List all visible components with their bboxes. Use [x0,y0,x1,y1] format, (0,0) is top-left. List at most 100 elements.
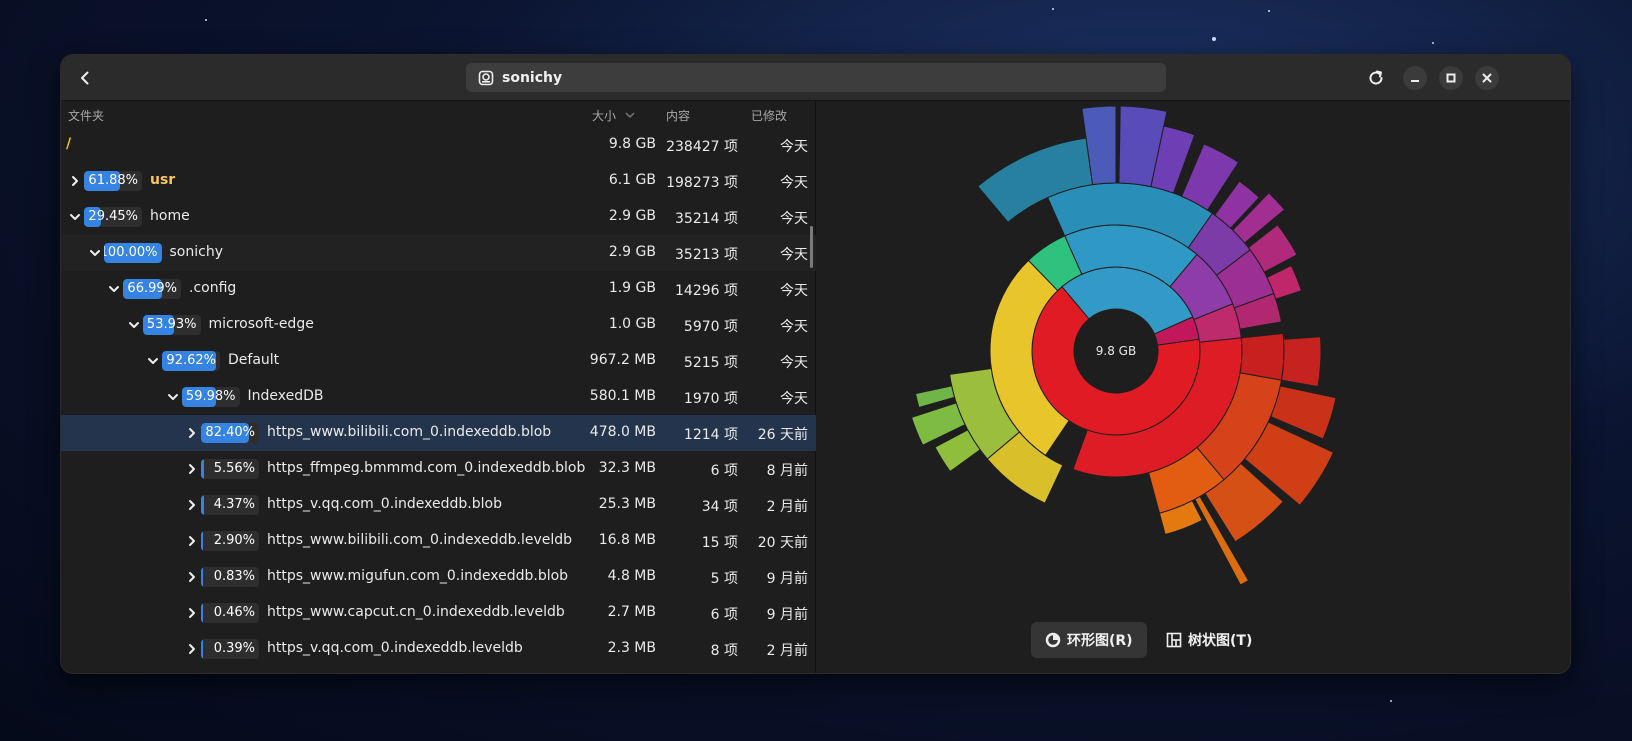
ring-segment[interactable] [1214,180,1260,229]
folder-name: Default [228,352,280,368]
folder-size: 2.3 MB [607,640,656,656]
chevron-right-icon[interactable] [184,497,200,513]
modified-time: 2 月前 [766,499,808,515]
ring-segment[interactable] [1204,462,1284,543]
usage-percent: 4.37% [213,497,255,512]
column-folder[interactable]: 文件夹 [68,109,105,123]
ring-segment[interactable] [1150,125,1196,194]
back-button[interactable] [69,62,101,94]
ring-segment[interactable] [1247,224,1298,273]
usage-bar-fill [201,567,204,587]
usage-bar: 4.37% [201,495,259,515]
usage-percent: 2.90% [213,533,255,548]
folder-size: 32.3 MB [598,460,656,476]
item-count: 238427 项 [666,139,738,155]
chevron-down-icon[interactable] [106,281,122,297]
tree-row[interactable]: 66.99% .config 1.9 GB 14296 项 今天 [61,271,816,307]
modified-time: 20 天前 [757,535,808,551]
tree-row[interactable]: 61.88% usr 6.1 GB 198273 项 今天 [61,163,816,199]
ring-segment[interactable] [1194,495,1250,586]
location-bar[interactable]: sonichy [466,63,1166,92]
item-count: 5970 项 [683,319,738,335]
chevron-down-icon[interactable] [67,209,83,225]
item-count: 1970 项 [683,391,738,407]
star [1052,8,1054,10]
close-button[interactable] [1475,66,1499,90]
usage-bar: 2.90% [201,531,259,551]
maximize-button[interactable] [1439,66,1463,90]
tree-row[interactable]: 82.40% https_www.bilibili.com_0.indexeddb… [61,415,816,451]
tree-row[interactable]: 92.62% Default 967.2 MB 5215 项 今天 [61,343,816,379]
ring-chart-icon [1045,632,1061,648]
tree-row[interactable]: 59.98% IndexedDB 580.1 MB 1970 项 今天 [61,379,816,415]
modified-time: 今天 [780,139,808,155]
ring-segment[interactable] [914,385,956,409]
folder-size: 1.0 GB [608,316,656,332]
ring-segment[interactable] [1180,143,1240,211]
folder-name: / [66,136,72,152]
modified-time: 今天 [780,355,808,371]
ring-segment[interactable] [1158,500,1203,536]
window-title: sonichy [502,69,563,86]
chevron-down-icon[interactable] [126,317,142,333]
folder-name: https_www.capcut.cn_0.indexeddb.leveldb [267,604,565,620]
maximize-icon [1446,73,1456,83]
chevron-right-icon[interactable] [184,605,200,621]
ring-segment[interactable] [1231,192,1286,244]
chevron-right-icon[interactable] [184,533,200,549]
usage-percent: 92.62% [166,353,216,368]
column-modified[interactable]: 已修改 [751,109,788,123]
chevron-right-icon[interactable] [184,641,200,657]
tree-row[interactable]: 4.37% https_v.qq.com_0.indexeddb.blob 25.3… [61,487,816,523]
tree-row[interactable]: 2.90% https_www.bilibili.com_0.indexeddb.… [61,523,816,559]
usage-bar-fill [84,207,102,227]
tree-row[interactable]: 5.56% https_ffmpeg.bmmmd.com_0.indexeddb.… [61,451,816,487]
reload-button[interactable] [1362,64,1390,92]
tree-row[interactable]: 29.45% home 2.9 GB 35214 项 今天 [61,199,816,235]
star [1390,700,1392,702]
item-count: 1214 项 [683,427,738,443]
ring-segment[interactable] [1233,292,1283,330]
ring-segment[interactable] [1266,264,1303,300]
chevron-right-icon[interactable] [67,173,83,189]
chevron-down-icon[interactable] [145,353,161,369]
chevron-down-icon[interactable] [165,389,181,405]
tree-row[interactable]: 0.83% https_www.migufun.com_0.indexeddb.b… [61,559,816,595]
ring-segment[interactable] [910,402,966,446]
chevron-right-icon[interactable] [184,461,200,477]
tree-row[interactable]: 53.93% microsoft-edge 1.0 GB 5970 项 今天 [61,307,816,343]
usage-percent: 100.00% [103,245,158,260]
modified-time: 今天 [780,319,808,335]
minimize-button[interactable] [1403,66,1427,90]
ring-segment[interactable] [1269,385,1337,440]
treemap-button[interactable]: 树状图(T) [1152,622,1266,658]
ring-segment[interactable] [934,429,981,473]
ring-chart-button[interactable]: 环形图(R) [1031,622,1147,658]
chevron-right-icon[interactable] [184,569,200,585]
column-contents[interactable]: 内容 [666,109,691,123]
modified-time: 9 月前 [766,607,808,623]
tree-row[interactable]: 100.00% sonichy 2.9 GB 35213 项 今天 [61,235,816,271]
chevron-right-icon[interactable] [184,425,200,441]
tree-row[interactable]: / 9.8 GB 238427 项 今天 [61,127,816,163]
ring-segment[interactable] [1243,421,1335,506]
usage-bar: 59.98% [181,387,240,407]
item-count: 14296 项 [675,283,738,299]
scrollbar[interactable] [810,226,813,268]
chevron-down-icon[interactable] [87,245,103,261]
ring-segment[interactable] [1081,105,1117,186]
ring-chart[interactable]: 9.8 GB [816,101,1570,621]
modified-time: 26 天前 [757,427,808,443]
folder-name: IndexedDB [247,388,324,404]
ring-center[interactable] [1074,309,1158,393]
ring-segment[interactable] [1280,336,1322,388]
modified-time: 2 月前 [766,643,808,659]
usage-bar-fill [201,459,205,479]
tree-row[interactable]: 0.46% https_www.capcut.cn_0.indexeddb.lev… [61,595,816,631]
column-size[interactable]: 大小 [592,109,617,123]
close-icon [1482,73,1492,83]
folder-size: 2.9 GB [608,208,656,224]
usage-bar-fill [123,279,162,299]
tree-row[interactable]: 0.39% https_v.qq.com_0.indexeddb.leveldb 2… [61,631,816,667]
ring-segment[interactable] [1239,332,1285,381]
